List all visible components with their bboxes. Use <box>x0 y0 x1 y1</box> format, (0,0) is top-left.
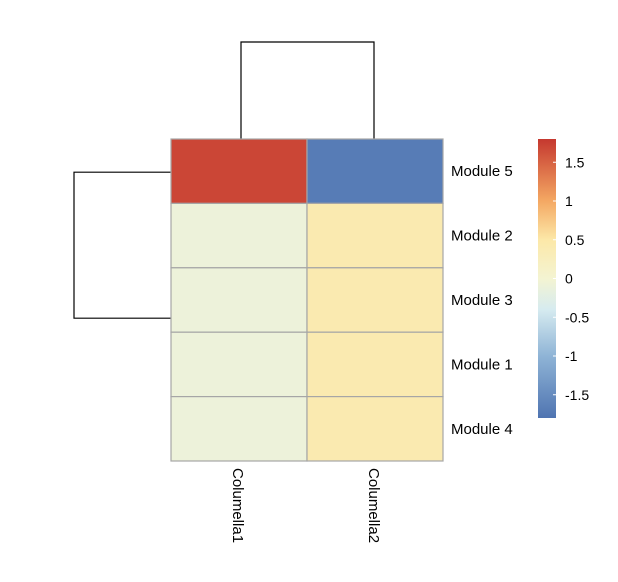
color-legend-bar <box>538 139 556 418</box>
row-label: Module 3 <box>451 292 513 309</box>
heatmap-cell <box>170 396 308 462</box>
color-legend: 1.5 1 0.5 0 -0.5 -1 -1.5 <box>538 139 589 418</box>
color-legend-ticks: 1.5 1 0.5 0 -0.5 -1 -1.5 <box>553 154 589 403</box>
heatmap-cell <box>170 138 308 205</box>
column-labels: Columella1 Columella2 <box>229 468 382 543</box>
row-dendrogram <box>73 171 171 319</box>
row-label: Module 1 <box>451 356 513 373</box>
legend-tick-label: -1.5 <box>565 387 589 403</box>
heatmap-cell <box>306 267 444 333</box>
heatmap-cell <box>306 396 444 462</box>
row-label: Module 2 <box>451 228 513 245</box>
heatmap-cell <box>170 331 308 398</box>
row-label: Module 4 <box>451 421 513 438</box>
row-label: Module 5 <box>451 163 513 180</box>
legend-tick-label: 0 <box>565 271 573 287</box>
heatmap-cell <box>170 267 308 333</box>
row-labels: Module 5 Module 2 Module 3 Module 1 Module 4 <box>451 163 513 438</box>
heatmap-cell <box>170 202 308 269</box>
legend-tick-label: -1 <box>565 348 578 364</box>
heatmap-cell <box>306 202 444 269</box>
heatmap-cell <box>306 138 444 205</box>
column-label: Columella2 <box>365 468 382 543</box>
heatmap-cell <box>306 331 444 398</box>
column-dendrogram-branch <box>240 41 375 139</box>
heatmap-cells <box>170 138 444 462</box>
legend-tick-label: 1.5 <box>565 154 585 170</box>
column-dendrogram <box>240 41 375 139</box>
row-dendrogram-branch <box>73 171 171 319</box>
column-label: Columella1 <box>229 468 246 543</box>
legend-tick-label: -0.5 <box>565 309 589 325</box>
legend-tick-label: 1 <box>565 193 573 209</box>
legend-tick-label: 0.5 <box>565 232 585 248</box>
